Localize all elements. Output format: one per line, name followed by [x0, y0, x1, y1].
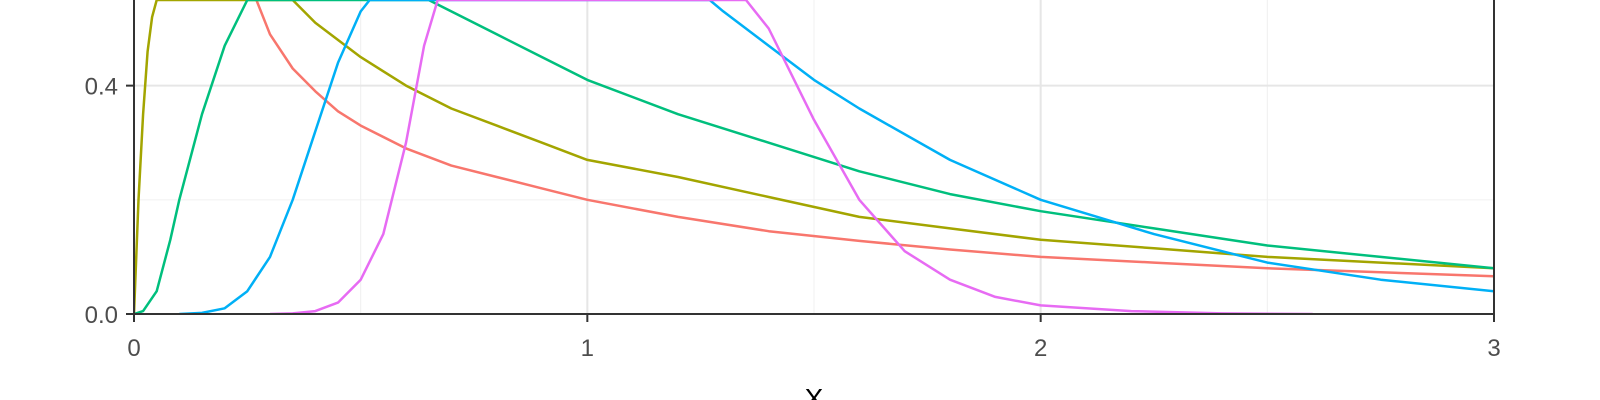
x-tick-label: 3	[1487, 335, 1500, 362]
series-lines	[134, 0, 1494, 314]
y-tick-label: 0.0	[85, 302, 118, 329]
x-tick-label: 0	[127, 335, 140, 362]
tick-labels: 0 1 2 3 0.0 0.4	[85, 74, 1501, 362]
x-tick-label: 2	[1034, 335, 1047, 362]
x-axis-title: X	[805, 383, 824, 400]
series-line-3	[134, 0, 1494, 314]
series-line-5	[269, 0, 1313, 314]
series-line-2	[134, 0, 1494, 314]
x-tick-label: 1	[581, 335, 594, 362]
series-line-1	[255, 0, 1494, 278]
series-line-4	[179, 0, 1494, 314]
y-tick-label: 0.4	[85, 74, 118, 101]
axes	[126, 0, 1495, 322]
